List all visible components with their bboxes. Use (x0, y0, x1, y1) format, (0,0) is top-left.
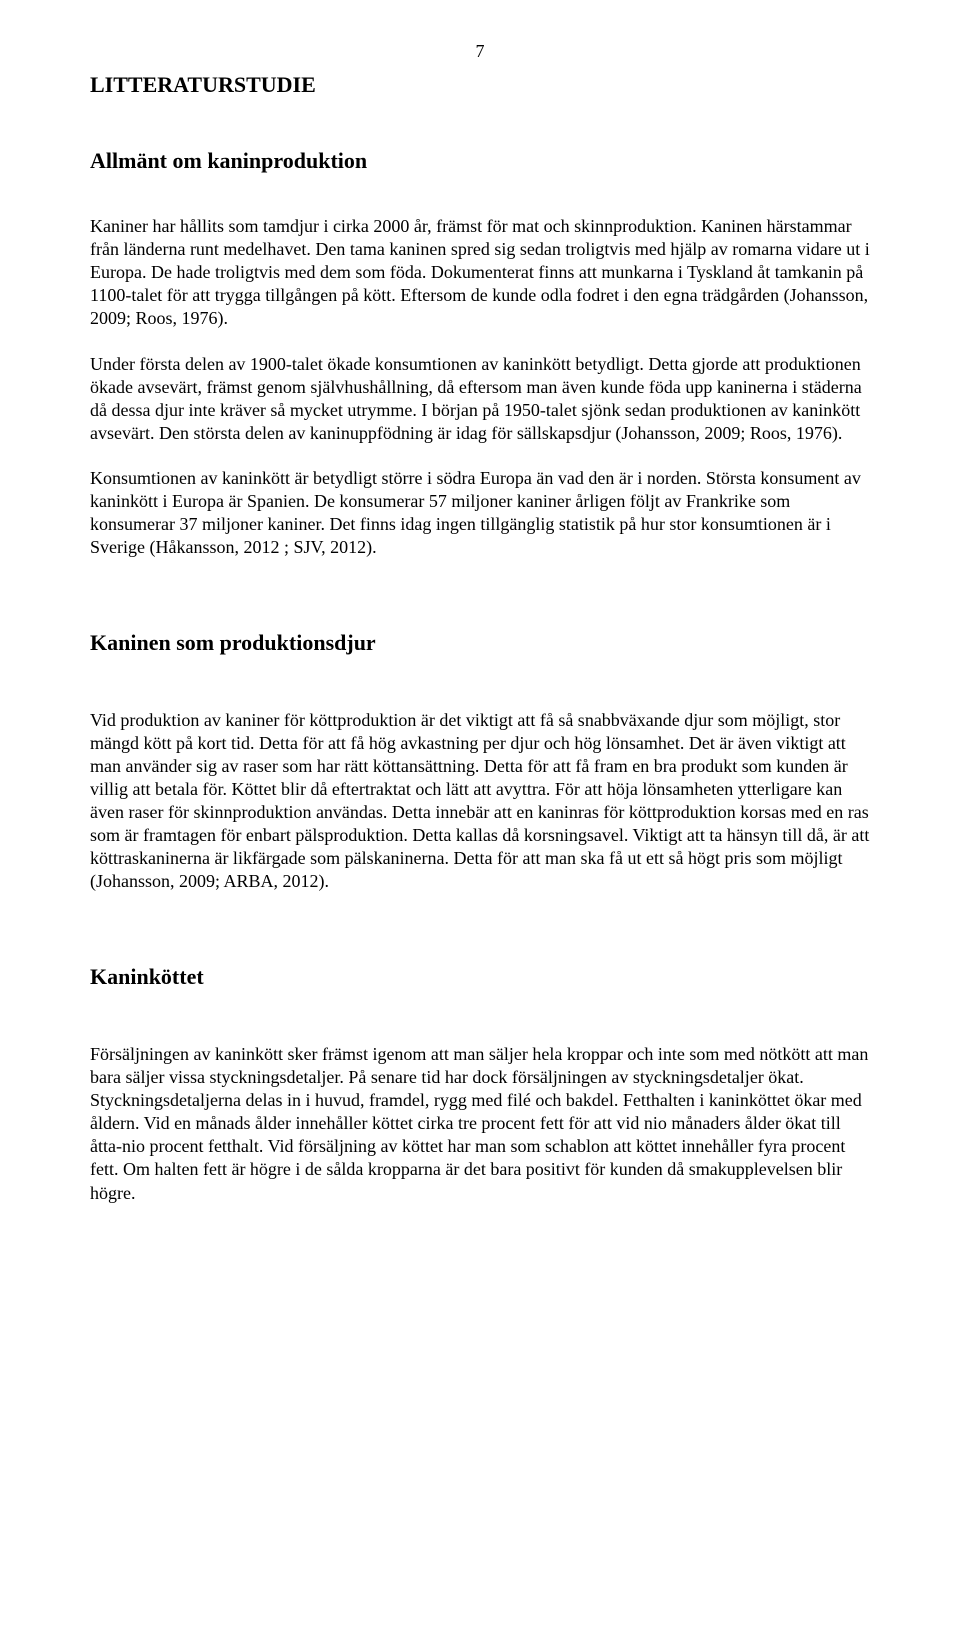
page-title: LITTERATURSTUDIE (90, 71, 870, 99)
section-heading-produktionsdjur: Kaninen som produktionsdjur (90, 629, 870, 657)
section-heading-kaninkottet: Kaninköttet (90, 963, 870, 991)
page-number: 7 (90, 40, 870, 63)
body-paragraph: Under första delen av 1900-talet ökade k… (90, 353, 870, 445)
body-paragraph: Vid produktion av kaniner för köttproduk… (90, 709, 870, 893)
body-paragraph: Konsumtionen av kaninkött är betydligt s… (90, 467, 870, 559)
body-paragraph: Kaniner har hållits som tamdjur i cirka … (90, 215, 870, 330)
body-paragraph: Försäljningen av kaninkött sker främst i… (90, 1043, 870, 1204)
page: 7 LITTERATURSTUDIE Allmänt om kaninprodu… (0, 0, 960, 1632)
section-heading-allmant: Allmänt om kaninproduktion (90, 147, 870, 175)
